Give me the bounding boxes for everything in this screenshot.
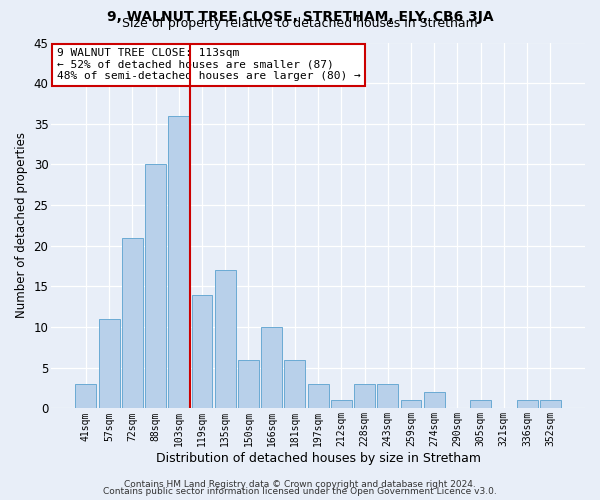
Bar (331, 400, 352, 408)
Y-axis label: Number of detached properties: Number of detached properties (15, 132, 28, 318)
Text: 9, WALNUT TREE CLOSE, STRETHAM, ELY, CB6 3JA: 9, WALNUT TREE CLOSE, STRETHAM, ELY, CB6… (107, 10, 493, 24)
Bar (470, 400, 491, 408)
Bar (169, 116, 189, 408)
Text: Contains HM Land Registry data © Crown copyright and database right 2024.: Contains HM Land Registry data © Crown c… (124, 480, 476, 489)
Bar (191, 294, 212, 408)
Bar (145, 164, 166, 408)
Bar (284, 360, 305, 408)
Text: Size of property relative to detached houses in Stretham: Size of property relative to detached ho… (122, 18, 478, 30)
Text: Contains public sector information licensed under the Open Government Licence v3: Contains public sector information licen… (103, 487, 497, 496)
X-axis label: Distribution of detached houses by size in Stretham: Distribution of detached houses by size … (155, 452, 481, 465)
Bar (238, 360, 259, 408)
Bar (76, 384, 97, 408)
Bar (354, 384, 375, 408)
Bar (98, 319, 119, 408)
Bar (517, 400, 538, 408)
Text: 9 WALNUT TREE CLOSE: 113sqm
← 52% of detached houses are smaller (87)
48% of sem: 9 WALNUT TREE CLOSE: 113sqm ← 52% of det… (57, 48, 361, 82)
Bar (308, 384, 329, 408)
Bar (401, 400, 421, 408)
Bar (540, 400, 561, 408)
Bar (377, 384, 398, 408)
Bar (424, 392, 445, 408)
Bar (215, 270, 236, 408)
Bar (261, 327, 282, 408)
Bar (122, 238, 143, 408)
